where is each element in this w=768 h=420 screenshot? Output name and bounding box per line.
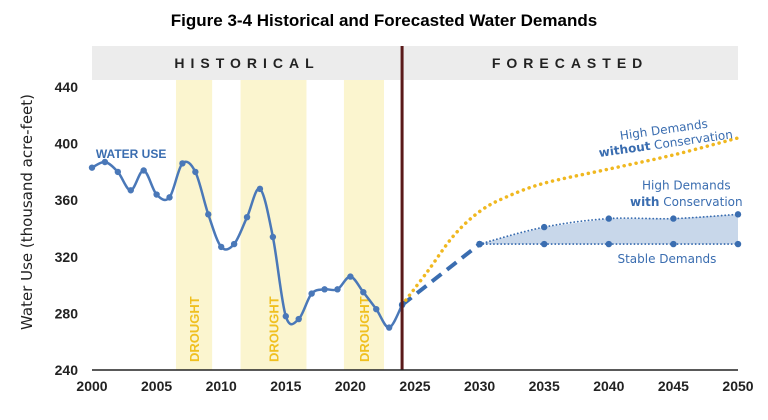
x-tick-label: 2020: [335, 378, 366, 394]
stable-demands-point: [670, 240, 677, 248]
series-points: [88, 158, 742, 331]
drought-label: DROUGHT: [267, 296, 282, 362]
water-use-point: [127, 187, 134, 194]
stable-demands-point: [541, 240, 548, 248]
stable-demands-point: [734, 240, 742, 248]
water-use-point: [153, 191, 160, 198]
water-use-point: [230, 240, 238, 248]
water-use-point: [192, 168, 199, 176]
y-tick-label: 400: [55, 136, 79, 152]
water-use-point: [101, 158, 109, 166]
high-with-conservation-point: [605, 215, 612, 222]
water-use-point: [88, 164, 96, 171]
water-use-point: [205, 211, 212, 218]
y-tick-label: 440: [55, 79, 79, 95]
header-band: [92, 46, 738, 80]
x-tick-label: 2050: [722, 378, 753, 394]
water-use-point: [334, 286, 341, 293]
y-axis-label: Water Use (thousand acre-feet): [18, 94, 36, 330]
historical-label: HISTORICAL: [174, 55, 319, 71]
x-tick-label: 2040: [593, 378, 624, 394]
high-with-label-rest: Conservation: [659, 195, 742, 209]
water-use-point: [385, 324, 393, 331]
water-use-point: [347, 273, 354, 280]
water-use-point: [256, 185, 264, 193]
water-use-point: [360, 288, 367, 296]
high-without-label-bold: without: [598, 139, 652, 160]
projection-line: [400, 242, 481, 307]
chart-title: Figure 3-4 Historical and Forecasted Wat…: [171, 11, 597, 30]
water-use-point: [295, 315, 302, 323]
drought-label: DROUGHT: [187, 296, 202, 362]
x-tick-label: 2030: [464, 378, 495, 394]
water-use-point: [269, 233, 277, 241]
high-without-conservation-line: [400, 136, 740, 307]
stable-demands-point: [476, 240, 483, 248]
stable-demands-label: Stable Demands: [617, 252, 716, 266]
water-use-point: [166, 194, 173, 201]
high-with-conservation-point: [541, 223, 548, 231]
water-use-point: [243, 213, 251, 221]
high-with-label-line1: High Demands: [642, 179, 731, 193]
water-use-point: [308, 290, 315, 297]
water-use-point: [140, 167, 147, 174]
water-use-label: WATER USE: [96, 147, 166, 161]
drought-label: DROUGHT: [357, 296, 372, 362]
x-tick-label: 2010: [206, 378, 237, 394]
drought-band: [343, 46, 384, 370]
water-use-point: [373, 305, 380, 313]
forecasted-label: FORECASTED: [492, 55, 648, 71]
high-with-conservation-point: [670, 215, 677, 222]
water-use-point: [282, 313, 289, 320]
water-use-point: [114, 168, 122, 176]
water-use-point: [218, 243, 225, 251]
y-tick-label: 240: [55, 362, 79, 378]
x-tick-label: 2045: [658, 378, 689, 394]
high-with-conservation-point: [734, 211, 742, 218]
stable-demands-point: [605, 240, 612, 248]
x-tick-label: 2015: [270, 378, 301, 394]
x-tick-label: 2035: [529, 378, 560, 394]
high-with-label-bold: with: [630, 195, 659, 209]
period-header: HISTORICAL FORECASTED: [92, 46, 738, 80]
water-use-point: [179, 160, 186, 167]
water-use-point: [321, 286, 328, 293]
high-with-label-line2: with Conservation: [630, 195, 743, 209]
axes: 2000 2005 2010 2015 2020 2025 2030 2035 2040 2045…: [55, 79, 754, 394]
y-tick-label: 360: [55, 192, 79, 208]
y-tick-label: 280: [55, 305, 79, 321]
x-tick-label: 2025: [399, 378, 430, 394]
y-tick-label: 320: [55, 249, 79, 265]
x-tick-label: 2000: [76, 378, 107, 394]
x-tick-label: 2005: [141, 378, 172, 394]
